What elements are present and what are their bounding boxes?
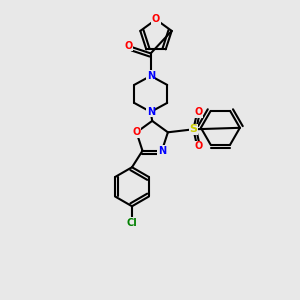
Text: O: O <box>195 141 203 152</box>
Text: N: N <box>158 146 166 156</box>
Text: O: O <box>152 14 160 25</box>
Text: N: N <box>147 71 155 81</box>
Text: Cl: Cl <box>127 218 137 228</box>
Text: S: S <box>189 124 197 134</box>
Text: O: O <box>195 107 203 117</box>
Text: N: N <box>147 107 155 117</box>
Text: O: O <box>124 41 132 51</box>
Text: O: O <box>132 127 141 137</box>
